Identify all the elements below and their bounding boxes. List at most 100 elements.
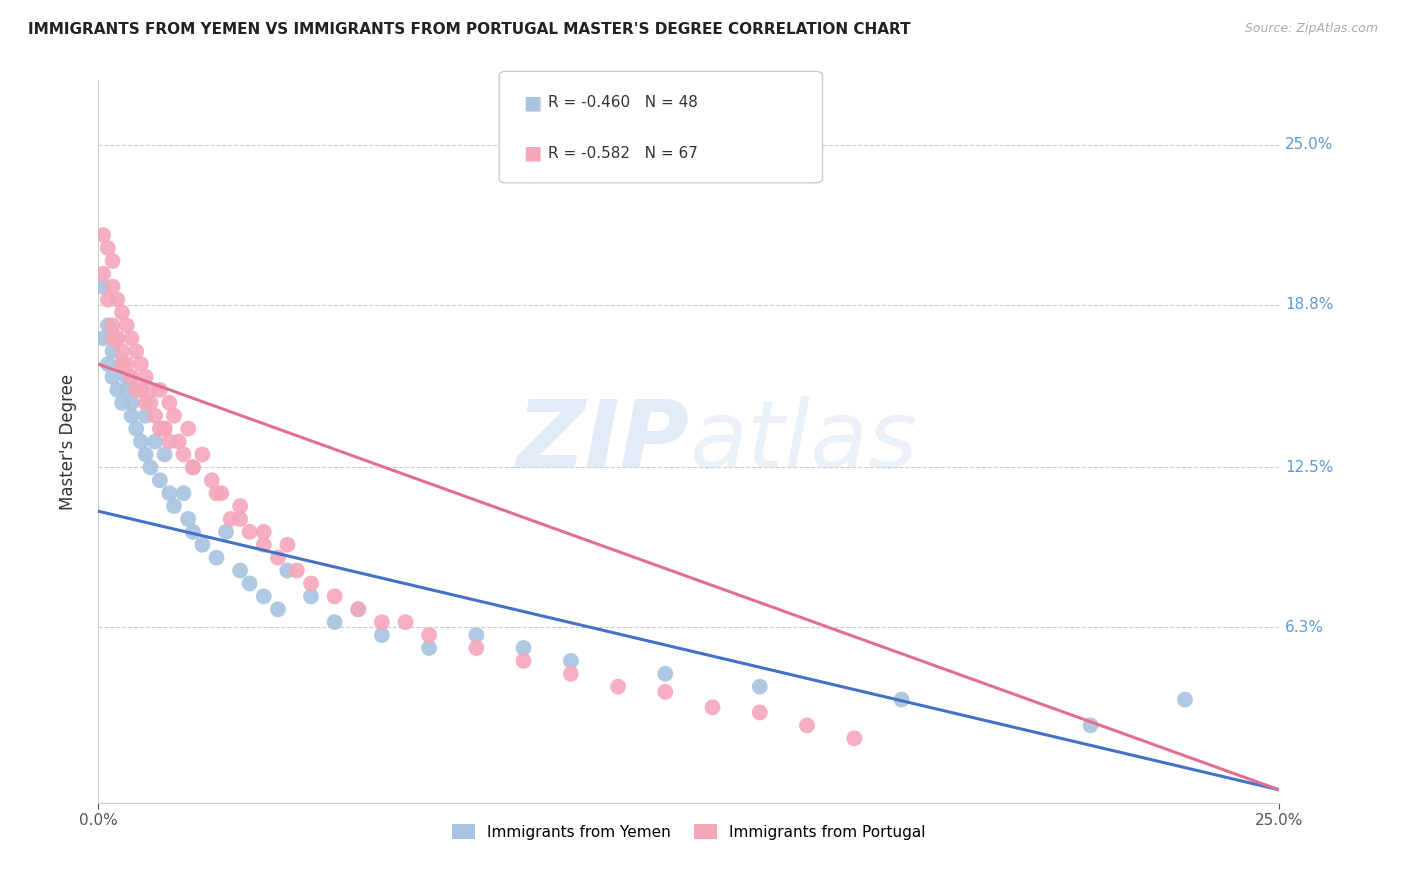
- Text: 18.8%: 18.8%: [1285, 297, 1334, 312]
- Point: [105, 331, 128, 345]
- Point: [163, 499, 186, 513]
- Point: [115, 318, 138, 333]
- Point: [229, 564, 252, 578]
- Point: [135, 370, 157, 384]
- Point: [111, 344, 134, 359]
- Point: [157, 396, 180, 410]
- Point: [181, 460, 204, 475]
- Text: IMMIGRANTS FROM YEMEN VS IMMIGRANTS FROM PORTUGAL MASTER'S DEGREE CORRELATION CH: IMMIGRANTS FROM YEMEN VS IMMIGRANTS FROM…: [28, 22, 911, 37]
- Point: [149, 422, 172, 436]
- Point: [654, 685, 676, 699]
- Point: [121, 370, 143, 384]
- Point: [465, 628, 488, 642]
- Point: [239, 524, 262, 539]
- Point: [101, 331, 124, 345]
- Point: [219, 512, 242, 526]
- Point: [654, 666, 676, 681]
- Text: 6.3%: 6.3%: [1285, 620, 1324, 635]
- Point: [101, 370, 124, 384]
- Point: [139, 383, 162, 397]
- Point: [748, 680, 770, 694]
- Point: [167, 434, 190, 449]
- Point: [276, 564, 298, 578]
- Point: [91, 331, 114, 345]
- Point: [105, 293, 128, 307]
- Point: [101, 318, 124, 333]
- Point: [115, 357, 138, 371]
- Point: [121, 331, 143, 345]
- Point: [205, 486, 228, 500]
- Point: [172, 486, 194, 500]
- Point: [101, 254, 124, 268]
- Point: [191, 538, 214, 552]
- Point: [299, 576, 322, 591]
- Point: [97, 318, 120, 333]
- Point: [101, 344, 124, 359]
- Point: [560, 654, 582, 668]
- Point: [253, 538, 276, 552]
- Point: [125, 344, 148, 359]
- Point: [253, 524, 276, 539]
- Text: ■: ■: [523, 93, 541, 112]
- Point: [465, 640, 488, 655]
- Point: [101, 279, 124, 293]
- Point: [267, 550, 290, 565]
- Legend: Immigrants from Yemen, Immigrants from Portugal: Immigrants from Yemen, Immigrants from P…: [446, 818, 932, 846]
- Point: [229, 512, 252, 526]
- Point: [347, 602, 370, 616]
- Point: [125, 422, 148, 436]
- Point: [177, 422, 200, 436]
- Point: [135, 409, 157, 423]
- Point: [748, 706, 770, 720]
- Point: [229, 499, 252, 513]
- Point: [129, 434, 152, 449]
- Point: [111, 357, 134, 371]
- Point: [157, 434, 180, 449]
- Point: [97, 293, 120, 307]
- Point: [91, 279, 114, 293]
- Point: [394, 615, 416, 630]
- Point: [299, 590, 322, 604]
- Point: [276, 538, 298, 552]
- Text: 25.0%: 25.0%: [1285, 137, 1334, 153]
- Point: [418, 640, 440, 655]
- Point: [239, 576, 262, 591]
- Point: [105, 331, 128, 345]
- Point: [121, 370, 143, 384]
- Point: [1174, 692, 1197, 706]
- Point: [890, 692, 912, 706]
- Point: [149, 383, 172, 397]
- Point: [205, 550, 228, 565]
- Point: [1080, 718, 1102, 732]
- Point: [91, 267, 114, 281]
- Text: R = -0.582   N = 67: R = -0.582 N = 67: [548, 146, 699, 161]
- Point: [181, 460, 204, 475]
- Point: [371, 628, 394, 642]
- Point: [105, 383, 128, 397]
- Text: ZIP: ZIP: [516, 395, 689, 488]
- Point: [91, 228, 114, 243]
- Point: [512, 640, 534, 655]
- Point: [111, 396, 134, 410]
- Text: ■: ■: [523, 144, 541, 163]
- Point: [115, 370, 138, 384]
- Point: [153, 422, 176, 436]
- Point: [97, 357, 120, 371]
- Point: [844, 731, 866, 746]
- Point: [285, 564, 308, 578]
- Point: [201, 473, 224, 487]
- Point: [253, 590, 276, 604]
- Point: [323, 590, 346, 604]
- Point: [139, 396, 162, 410]
- Point: [129, 357, 152, 371]
- Text: Source: ZipAtlas.com: Source: ZipAtlas.com: [1244, 22, 1378, 36]
- Point: [143, 434, 166, 449]
- Point: [139, 460, 162, 475]
- Point: [153, 422, 176, 436]
- Point: [702, 700, 724, 714]
- Point: [125, 383, 148, 397]
- Point: [97, 241, 120, 255]
- Point: [347, 602, 370, 616]
- Point: [560, 666, 582, 681]
- Text: 12.5%: 12.5%: [1285, 460, 1334, 475]
